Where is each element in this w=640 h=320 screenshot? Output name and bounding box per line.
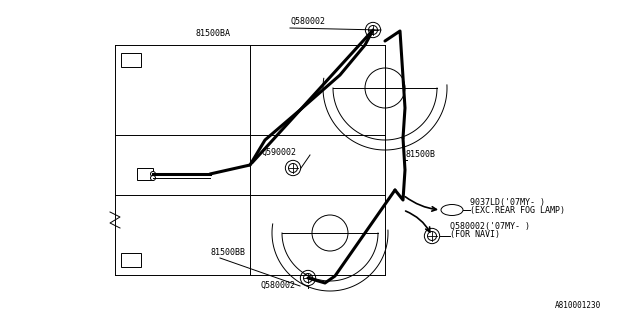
Circle shape xyxy=(150,175,156,180)
Text: Q580002('07MY- ): Q580002('07MY- ) xyxy=(450,222,530,231)
Circle shape xyxy=(285,160,301,176)
Circle shape xyxy=(365,22,381,38)
Text: 81500BB: 81500BB xyxy=(210,248,245,257)
Ellipse shape xyxy=(441,204,463,215)
Text: A810001230: A810001230 xyxy=(555,301,601,310)
Circle shape xyxy=(428,231,436,241)
Text: Q590002: Q590002 xyxy=(261,148,296,157)
Text: 81500BA: 81500BA xyxy=(195,29,230,38)
Bar xyxy=(121,253,141,267)
Text: Q580002: Q580002 xyxy=(290,17,325,26)
Circle shape xyxy=(303,274,312,283)
Circle shape xyxy=(300,270,316,286)
Bar xyxy=(121,53,141,67)
Text: 9037LD('07MY- ): 9037LD('07MY- ) xyxy=(470,198,545,207)
Text: (EXC.REAR FOG LAMP): (EXC.REAR FOG LAMP) xyxy=(470,206,565,215)
Circle shape xyxy=(424,228,440,244)
Text: Q580002: Q580002 xyxy=(260,281,295,290)
Circle shape xyxy=(369,26,378,35)
Text: 81500B: 81500B xyxy=(405,150,435,159)
Circle shape xyxy=(150,172,156,177)
Text: (FOR NAVI): (FOR NAVI) xyxy=(450,230,500,239)
Circle shape xyxy=(289,164,298,172)
Bar xyxy=(137,168,153,180)
